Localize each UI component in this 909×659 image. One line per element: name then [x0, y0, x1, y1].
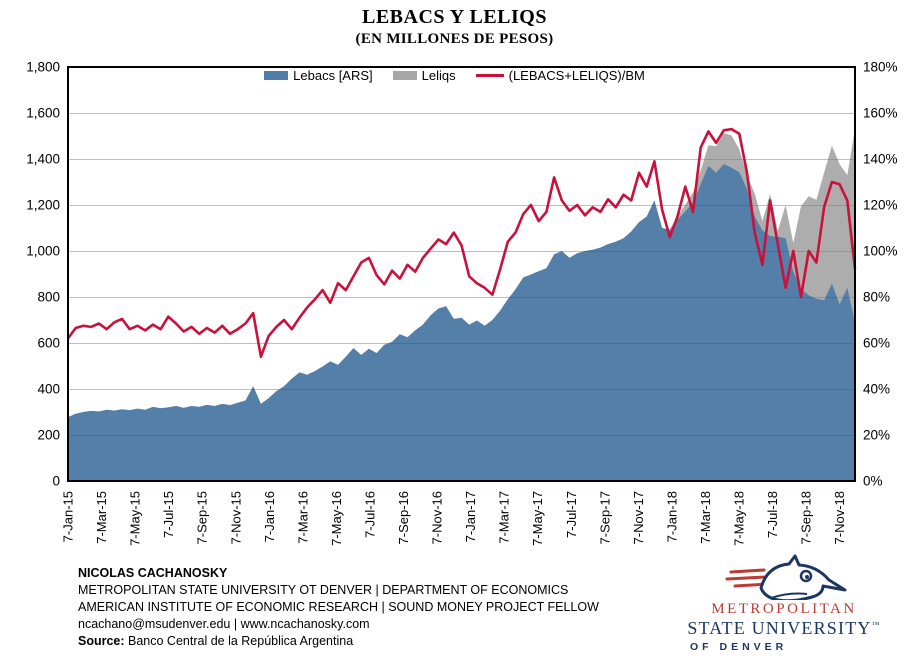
footer-credits: NICOLAS CACHANOSKY METROPOLITAN STATE UN… [78, 565, 599, 650]
svg-text:1,400: 1,400 [26, 152, 60, 167]
svg-text:1,000: 1,000 [26, 244, 60, 259]
chart-legend: Lebacs [ARS] Leliqs (LEBACS+LELIQS)/BM [0, 68, 909, 83]
svg-text:800: 800 [37, 290, 60, 305]
footer-affiliation-2: AMERICAN INSTITUTE OF ECONOMIC RESEARCH … [78, 600, 599, 614]
trademark-symbol: ™ [871, 620, 881, 629]
svg-text:7-Mar-16: 7-Mar-16 [295, 491, 310, 544]
svg-text:400: 400 [37, 382, 60, 397]
svg-text:7-Sep-16: 7-Sep-16 [396, 491, 411, 544]
logo-of-denver-text: OF DENVER [690, 641, 788, 653]
svg-text:20%: 20% [863, 428, 890, 443]
svg-text:120%: 120% [863, 198, 898, 213]
svg-text:7-Sep-17: 7-Sep-17 [597, 491, 612, 544]
chart-subtitle: (EN MILLONES DE PESOS) [355, 31, 554, 47]
svg-text:7-Mar-15: 7-Mar-15 [94, 491, 109, 544]
svg-text:7-May-17: 7-May-17 [530, 491, 545, 546]
legend-label-lebacs: Lebacs [ARS] [293, 68, 373, 83]
svg-text:0%: 0% [863, 474, 883, 489]
x-axis-labels: 7-Jan-15 7-Mar-15 7-May-15 7-Jul-15 7-Sep-15… [61, 491, 848, 546]
svg-text:40%: 40% [863, 382, 890, 397]
footer-source-label: Source: [78, 634, 125, 648]
svg-text:80%: 80% [863, 290, 890, 305]
svg-text:7-Jul-16: 7-Jul-16 [363, 491, 378, 538]
svg-text:160%: 160% [863, 106, 898, 121]
chart: 0 200 400 600 800 1,000 1,200 1,400 1,600 1,800 0%… [26, 60, 898, 546]
svg-text:7-Jan-16: 7-Jan-16 [262, 491, 277, 542]
svg-text:7-Sep-15: 7-Sep-15 [195, 491, 210, 544]
footer-author: NICOLAS CACHANOSKY [78, 566, 228, 580]
ratio-line [66, 127, 857, 359]
footer-affiliation-1: METROPOLITAN STATE UNIVERSITY OT DENVER … [78, 583, 569, 597]
svg-text:7-Nov-16: 7-Nov-16 [430, 491, 445, 544]
logo-metropolitan-text: METROPOLITAN [711, 601, 857, 617]
lebacs-area [68, 164, 855, 481]
svg-text:7-Sep-18: 7-Sep-18 [799, 491, 814, 544]
footer-source: Source: Banco Central de la República Ar… [78, 633, 599, 650]
gridlines-overlay [68, 113, 855, 436]
ratio-line-swatch-icon [475, 74, 504, 77]
svg-text:7-Jan-18: 7-Jan-18 [664, 491, 679, 542]
svg-text:1,200: 1,200 [26, 198, 60, 213]
legend-item-leliqs: Leliqs [392, 68, 456, 83]
svg-text:7-Jul-18: 7-Jul-18 [765, 491, 780, 538]
legend-item-lebacs: Lebacs [ARS] [264, 68, 373, 83]
footer-source-text: Banco Central de la República Argentina [124, 634, 354, 648]
svg-text:1,600: 1,600 [26, 106, 60, 121]
svg-text:200: 200 [37, 428, 60, 443]
svg-text:7-May-18: 7-May-18 [732, 491, 747, 546]
svg-text:7-Jan-17: 7-Jan-17 [463, 491, 478, 542]
svg-text:7-Mar-18: 7-Mar-18 [698, 491, 713, 544]
svg-text:1,800: 1,800 [26, 60, 60, 75]
legend-label-leliqs: Leliqs [421, 68, 456, 83]
roadrunner-icon [725, 554, 847, 600]
svg-text:7-Jan-15: 7-Jan-15 [61, 491, 76, 542]
legend-label-ratio: (LEBACS+LELIQS)/BM [508, 68, 645, 83]
svg-text:0: 0 [52, 474, 60, 489]
leliqs-area-swatch-icon [392, 71, 417, 80]
svg-text:7-May-16: 7-May-16 [329, 491, 344, 546]
svg-text:140%: 140% [863, 152, 898, 167]
svg-text:7-May-15: 7-May-15 [128, 491, 143, 546]
msu-denver-logo: METROPOLITAN STATE UNIVERSITY™ OF DENVER [668, 554, 900, 653]
logo-state-university-text: STATE UNIVERSITY™ [687, 618, 881, 638]
plot-border [67, 66, 856, 482]
left-axis-labels: 0 200 400 600 800 1,000 1,200 1,400 1,600 1,800 [26, 60, 60, 489]
lebacs-area-swatch-icon [264, 71, 289, 80]
svg-text:7-Jul-17: 7-Jul-17 [564, 491, 579, 538]
svg-text:7-Nov-15: 7-Nov-15 [228, 491, 243, 544]
svg-text:600: 600 [37, 336, 60, 351]
svg-text:7-Jul-15: 7-Jul-15 [161, 491, 176, 538]
footer-contact: ncachano@msudenver.edu | www.ncachanosky… [78, 617, 370, 631]
legend-item-ratio: (LEBACS+LELIQS)/BM [475, 68, 645, 83]
svg-text:7-Nov-18: 7-Nov-18 [832, 491, 847, 544]
svg-text:7-Mar-17: 7-Mar-17 [497, 491, 512, 544]
svg-text:100%: 100% [863, 244, 898, 259]
right-axis-labels: 0% 20% 40% 60% 80% 100% 120% 140% 160% 180% [863, 60, 898, 489]
svg-text:7-Nov-17: 7-Nov-17 [631, 491, 646, 544]
svg-text:60%: 60% [863, 336, 890, 351]
chart-title: LEBACS Y LELIQS [362, 6, 547, 28]
svg-text:180%: 180% [863, 60, 898, 75]
